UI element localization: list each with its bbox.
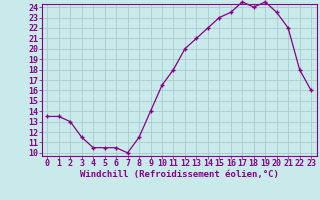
X-axis label: Windchill (Refroidissement éolien,°C): Windchill (Refroidissement éolien,°C) <box>80 170 279 179</box>
